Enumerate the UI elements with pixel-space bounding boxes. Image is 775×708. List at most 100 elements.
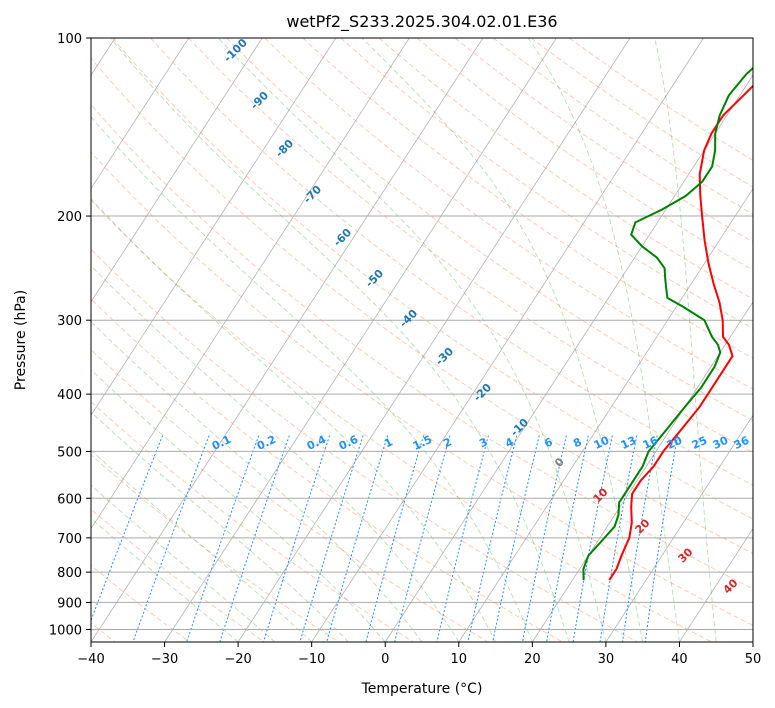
x-tick-label: 20 bbox=[524, 652, 541, 667]
mixing-ratio-line bbox=[436, 435, 489, 642]
y-tick-label: 900 bbox=[57, 596, 82, 611]
dry-adiabat-label: -60 bbox=[331, 226, 354, 249]
moist-adiabat-line bbox=[110, 38, 570, 642]
mixing-ratio-label: 13 bbox=[619, 434, 638, 452]
mixing-ratio-line bbox=[263, 435, 331, 642]
mixing-ratio-label: 6 bbox=[542, 435, 555, 450]
mixing-ratio-label: 30 bbox=[711, 434, 731, 452]
dry-adiabat-line bbox=[91, 508, 265, 642]
y-tick-label: 1000 bbox=[49, 623, 82, 638]
mixing-ratio-label: 2 bbox=[441, 435, 453, 450]
dry-adiabat-line bbox=[91, 104, 753, 590]
isotherm-line bbox=[91, 38, 263, 303]
dry-adiabat-label: -90 bbox=[248, 89, 271, 112]
moist-adiabat-label: 40 bbox=[721, 576, 741, 596]
moist-adiabat-line bbox=[527, 38, 680, 642]
moist-adiabat-line bbox=[91, 449, 313, 642]
mixing-ratio-label: 0.4 bbox=[305, 433, 328, 453]
moist-adiabat-line bbox=[91, 265, 460, 642]
mixing-ratio-line bbox=[186, 435, 260, 642]
dry-adiabat-line bbox=[91, 454, 340, 642]
y-tick-label: 200 bbox=[57, 210, 82, 225]
dry-adiabat-line bbox=[378, 38, 753, 300]
mixing-ratio-label: 1.5 bbox=[411, 433, 434, 453]
x-tick-label: −30 bbox=[151, 652, 178, 667]
dewpoint-line bbox=[582, 66, 753, 581]
isotherm-line bbox=[237, 38, 631, 642]
dry-adiabat-line bbox=[91, 298, 563, 642]
dry-adiabat-line bbox=[150, 38, 753, 486]
moist-adiabat-line bbox=[91, 116, 533, 642]
mixing-ratio-line bbox=[522, 435, 567, 642]
moist-adiabat-line bbox=[361, 38, 644, 642]
x-tick-label: 10 bbox=[451, 652, 468, 667]
mixing-ratio-label: 16 bbox=[641, 434, 661, 452]
y-tick-label: 100 bbox=[57, 32, 82, 47]
moist-adiabat-label: 30 bbox=[676, 545, 696, 565]
isotherm-line bbox=[91, 38, 337, 417]
y-tick-label: 300 bbox=[57, 314, 82, 329]
mixing-ratio-line bbox=[299, 435, 364, 642]
x-axis-title: Temperature (°C) bbox=[361, 681, 483, 697]
dry-adiabat-line bbox=[91, 400, 414, 642]
isotherm-line bbox=[91, 38, 484, 642]
dry-adiabat-line bbox=[91, 248, 638, 642]
dry-adiabat-label: -50 bbox=[363, 267, 386, 290]
mixing-ratio-label: 8 bbox=[571, 435, 583, 450]
isotherm-line bbox=[679, 527, 753, 642]
mixing-ratio-line bbox=[599, 435, 638, 642]
isotherm-line bbox=[384, 74, 753, 642]
mixing-ratio-label: 0.1 bbox=[210, 433, 233, 453]
dry-adiabat-line bbox=[91, 151, 753, 626]
moist-adiabat-line bbox=[91, 321, 423, 642]
isotherm-line bbox=[458, 187, 753, 642]
mixing-ratio-line bbox=[394, 435, 451, 642]
mixing-ratio-line bbox=[622, 435, 658, 642]
mixing-ratio-line bbox=[467, 435, 518, 642]
x-tick-label: 50 bbox=[745, 652, 762, 667]
moist-adiabat-line bbox=[91, 484, 276, 642]
isotherm-line bbox=[605, 414, 753, 642]
mixing-ratio-line bbox=[644, 435, 679, 642]
moist-adiabat-line bbox=[91, 517, 239, 642]
y-tick-label: 600 bbox=[57, 492, 82, 507]
y-tick-label: 500 bbox=[57, 445, 82, 460]
dry-adiabat-line bbox=[302, 38, 753, 359]
dry-adiabat-label: -20 bbox=[471, 381, 494, 404]
mixing-ratio-label: 36 bbox=[732, 434, 752, 452]
mixing-ratio-line bbox=[91, 435, 164, 622]
x-tick-label: 40 bbox=[671, 652, 688, 667]
dry-adiabat-label: -30 bbox=[433, 345, 456, 368]
chart-title: wetPf2_S233.2025.304.02.01.E36 bbox=[286, 12, 557, 32]
dry-adiabat-line bbox=[454, 38, 753, 243]
isotherm-line bbox=[311, 38, 704, 642]
temperature-line bbox=[608, 84, 753, 581]
moist-adiabat-line bbox=[217, 38, 607, 642]
dry-adiabat-line bbox=[112, 38, 753, 520]
dry-adiabat-line bbox=[91, 199, 713, 642]
dry-adiabat-line bbox=[492, 38, 753, 215]
dry-adiabat-line bbox=[340, 38, 753, 329]
y-axis-title: Pressure (hPa) bbox=[13, 290, 29, 390]
dry-adiabat-line bbox=[264, 38, 753, 390]
mixing-ratio-line bbox=[546, 435, 589, 642]
mixing-ratio-line bbox=[365, 435, 425, 642]
dry-adiabat-line bbox=[416, 38, 753, 271]
dry-adiabat-line bbox=[188, 38, 753, 454]
dry-adiabat-label: -10 bbox=[508, 416, 531, 439]
dry-adiabat-line bbox=[91, 57, 753, 555]
moist-adiabat-line bbox=[654, 38, 717, 642]
x-tick-label: 30 bbox=[598, 652, 615, 667]
isotherm-line bbox=[164, 38, 557, 642]
y-tick-label: 400 bbox=[57, 388, 82, 403]
dry-adiabat-line bbox=[91, 349, 489, 642]
moist-adiabat-line bbox=[91, 411, 349, 642]
isotherm-line bbox=[91, 38, 410, 530]
mixing-ratio-label: 10 bbox=[592, 434, 612, 452]
y-tick-label: 700 bbox=[57, 532, 82, 547]
dry-adiabat-label: -100 bbox=[221, 36, 250, 65]
dry-adiabat-label: -40 bbox=[397, 307, 420, 330]
x-tick-label: −40 bbox=[77, 652, 104, 667]
isotherm-line bbox=[752, 641, 753, 642]
